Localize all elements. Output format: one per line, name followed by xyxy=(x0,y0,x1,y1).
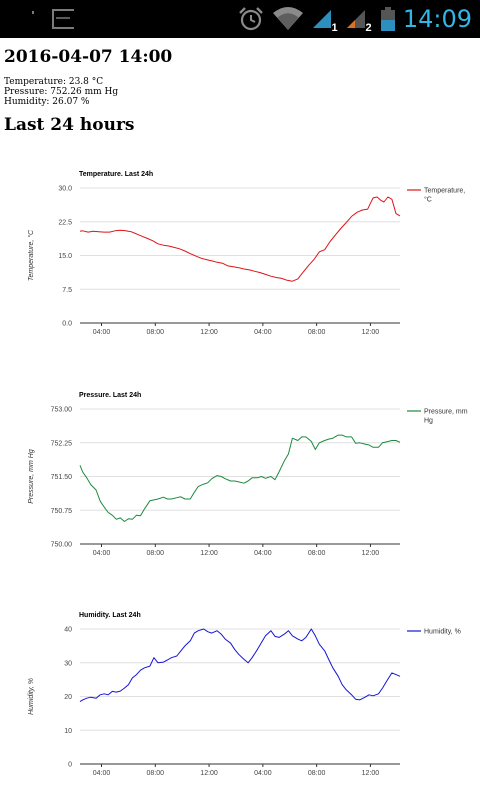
humidity-y-tick-label: 30 xyxy=(64,660,72,667)
humidity-x-tick-label: 04:00 xyxy=(254,770,272,777)
pressure-x-tick-label: 12:00 xyxy=(362,550,380,557)
pressure-x-tick-label: 12:00 xyxy=(200,550,218,557)
humidity-y-tick-label: 40 xyxy=(64,627,72,634)
pressure-chart: Pressure. Last 24h 750.00 750.75 751.50 752.… xyxy=(28,392,468,557)
signal-sim2-icon: 2 xyxy=(347,10,372,32)
pressure-x-tick-label: 08:00 xyxy=(147,550,165,557)
section-title: Last 24 hours xyxy=(4,115,135,135)
temperature-x-tick-label: 12:00 xyxy=(200,329,218,336)
clock-time: 14:09 xyxy=(402,5,472,33)
pressure-y-axis-label: Pressure, mm Hg xyxy=(28,449,35,504)
temperature-y-tick-label: 7.5 xyxy=(62,287,72,294)
temperature-x-tick-label: 04:00 xyxy=(93,329,111,336)
humidity-y-tick-label: 20 xyxy=(64,694,72,701)
temperature-y-tick-label: 30.0 xyxy=(58,186,72,193)
pressure-reading: Pressure: 752.26 mm Hg xyxy=(4,87,119,97)
humidity-y-tick-label: 0 xyxy=(68,762,72,769)
temperature-chart: Temperature. Last 24h 0.0 7.5 15.0 22.5 30.0 0… xyxy=(27,171,465,336)
pressure-legend-label: Pressure, mm Hg xyxy=(424,409,468,425)
sim2-label: 2 xyxy=(366,22,372,32)
humidity-x-tick-label: 08:00 xyxy=(147,770,165,777)
humidity-reading: Humidity: 26.07 % xyxy=(4,97,90,107)
humidity-chart: Humidity. Last 24h 0 10 20 30 40 04:00 08:00 12:… xyxy=(28,612,461,777)
status-bar: 1 2 14:09 xyxy=(0,0,480,38)
pressure-x-tick-label: 04:00 xyxy=(254,550,272,557)
temperature-legend-label: Temperature, °C xyxy=(424,188,465,204)
wifi-icon xyxy=(273,7,303,30)
pressure-x-tick-label: 08:00 xyxy=(308,550,326,557)
temperature-x-tick-label: 04:00 xyxy=(254,329,272,336)
temperature-x-tick-label: 08:00 xyxy=(308,329,326,336)
temperature-x-tick-label: 08:00 xyxy=(147,329,165,336)
temperature-y-tick-label: 0.0 xyxy=(62,321,72,328)
pressure-chart-title: Pressure. Last 24h xyxy=(79,392,141,399)
signal-sim1-icon: 1 xyxy=(313,10,338,32)
pressure-y-tick-label: 750.75 xyxy=(51,508,73,515)
sim1-label: 1 xyxy=(332,22,338,32)
humidity-chart-title: Humidity. Last 24h xyxy=(79,612,141,619)
pressure-y-tick-label: 753.00 xyxy=(51,407,73,414)
humidity-series-line xyxy=(79,628,401,703)
temperature-x-tick-label: 12:00 xyxy=(362,329,380,336)
humidity-x-tick-label: 12:00 xyxy=(362,770,380,777)
pressure-x-tick-label: 04:00 xyxy=(93,550,111,557)
pressure-y-tick-label: 751.50 xyxy=(51,474,73,481)
humidity-x-tick-label: 08:00 xyxy=(308,770,326,777)
pressure-series-line xyxy=(79,434,401,522)
temperature-y-tick-label: 22.5 xyxy=(58,219,72,226)
page-title: 2016-04-07 14:00 xyxy=(4,47,173,67)
temperature-reading: Temperature: 23.8 °C xyxy=(4,77,104,87)
temperature-chart-title: Temperature. Last 24h xyxy=(79,171,153,178)
pressure-y-tick-label: 750.00 xyxy=(51,542,73,549)
humidity-y-axis-label: Humidity, % xyxy=(28,678,35,715)
humidity-legend-label: Humidity, % xyxy=(424,629,461,636)
humidity-y-tick-label: 10 xyxy=(64,728,72,735)
battery-icon xyxy=(381,7,395,31)
humidity-x-tick-label: 04:00 xyxy=(93,770,111,777)
current-readings: Temperature: 23.8 °C Pressure: 752.26 mm… xyxy=(4,77,118,107)
pressure-y-tick-label: 752.25 xyxy=(51,440,73,447)
temperature-y-axis-label: Temperature, °C xyxy=(27,229,35,281)
notification-icon xyxy=(32,9,74,29)
temperature-y-tick-label: 15.0 xyxy=(58,253,72,260)
humidity-x-tick-label: 12:00 xyxy=(200,770,218,777)
alarm-icon xyxy=(239,7,263,31)
temperature-series-line xyxy=(79,196,401,282)
